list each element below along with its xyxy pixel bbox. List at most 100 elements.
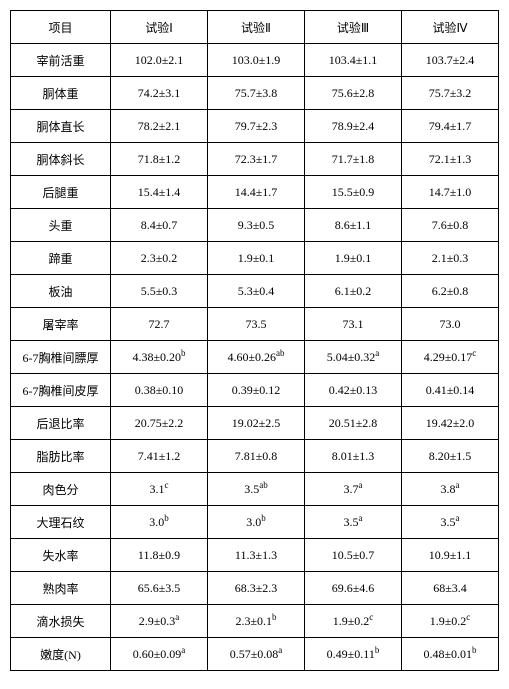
data-cell: 79.7±2.3	[208, 110, 305, 143]
row-label: 胴体直长	[11, 110, 111, 143]
data-cell: 3.8a	[402, 473, 499, 506]
data-cell: 7.41±1.2	[111, 440, 208, 473]
row-label: 屠宰率	[11, 308, 111, 341]
table-row: 屠宰率72.773.573.173.0	[11, 308, 499, 341]
table-row: 头重8.4±0.79.3±0.58.6±1.17.6±0.8	[11, 209, 499, 242]
table-row: 6-7胸椎间皮厚0.38±0.100.39±0.120.42±0.130.41±…	[11, 374, 499, 407]
data-cell: 72.3±1.7	[208, 143, 305, 176]
data-cell: 8.01±1.3	[305, 440, 402, 473]
data-cell: 75.6±2.8	[305, 77, 402, 110]
data-cell: 78.9±2.4	[305, 110, 402, 143]
table-row: 嫩度(N)0.60±0.09a0.57±0.08a0.49±0.11b0.48±…	[11, 638, 499, 671]
row-label: 6-7胸椎间膘厚	[11, 341, 111, 374]
data-cell: 79.4±1.7	[402, 110, 499, 143]
row-label: 后退比率	[11, 407, 111, 440]
data-cell: 6.1±0.2	[305, 275, 402, 308]
table-row: 后退比率20.75±2.219.02±2.520.51±2.819.42±2.0	[11, 407, 499, 440]
table-row: 大理石纹3.0b3.0b3.5a3.5a	[11, 506, 499, 539]
data-cell: 71.7±1.8	[305, 143, 402, 176]
header-row: 项目试验Ⅰ试验Ⅱ试验Ⅲ试验Ⅳ	[11, 11, 499, 44]
data-cell: 73.1	[305, 308, 402, 341]
data-cell: 2.3±0.1b	[208, 605, 305, 638]
column-header: 试验Ⅲ	[305, 11, 402, 44]
data-cell: 0.60±0.09a	[111, 638, 208, 671]
data-cell: 103.4±1.1	[305, 44, 402, 77]
data-cell: 7.6±0.8	[402, 209, 499, 242]
data-cell: 3.5ab	[208, 473, 305, 506]
row-label: 嫩度(N)	[11, 638, 111, 671]
data-cell: 72.7	[111, 308, 208, 341]
table-row: 板油5.5±0.35.3±0.46.1±0.26.2±0.8	[11, 275, 499, 308]
data-cell: 6.2±0.8	[402, 275, 499, 308]
data-cell: 0.39±0.12	[208, 374, 305, 407]
data-cell: 1.9±0.1	[305, 242, 402, 275]
data-cell: 8.6±1.1	[305, 209, 402, 242]
row-label: 熟肉率	[11, 572, 111, 605]
data-cell: 71.8±1.2	[111, 143, 208, 176]
column-header: 试验Ⅰ	[111, 11, 208, 44]
row-label: 胴体重	[11, 77, 111, 110]
data-cell: 10.5±0.7	[305, 539, 402, 572]
data-cell: 75.7±3.2	[402, 77, 499, 110]
table-row: 胴体直长78.2±2.179.7±2.378.9±2.479.4±1.7	[11, 110, 499, 143]
data-cell: 5.04±0.32a	[305, 341, 402, 374]
row-label: 后腿重	[11, 176, 111, 209]
data-cell: 2.3±0.2	[111, 242, 208, 275]
data-cell: 69.6±4.6	[305, 572, 402, 605]
data-cell: 103.7±2.4	[402, 44, 499, 77]
table-row: 熟肉率65.6±3.568.3±2.369.6±4.668±3.4	[11, 572, 499, 605]
table-row: 胴体斜长71.8±1.272.3±1.771.7±1.872.1±1.3	[11, 143, 499, 176]
data-cell: 1.9±0.2c	[402, 605, 499, 638]
data-cell: 72.1±1.3	[402, 143, 499, 176]
row-label: 失水率	[11, 539, 111, 572]
data-cell: 14.7±1.0	[402, 176, 499, 209]
data-cell: 103.0±1.9	[208, 44, 305, 77]
table-row: 蹄重2.3±0.21.9±0.11.9±0.12.1±0.3	[11, 242, 499, 275]
data-cell: 1.9±0.2c	[305, 605, 402, 638]
data-cell: 65.6±3.5	[111, 572, 208, 605]
data-cell: 8.20±1.5	[402, 440, 499, 473]
data-cell: 14.4±1.7	[208, 176, 305, 209]
data-cell: 2.1±0.3	[402, 242, 499, 275]
data-cell: 20.51±2.8	[305, 407, 402, 440]
data-cell: 0.49±0.11b	[305, 638, 402, 671]
row-label: 胴体斜长	[11, 143, 111, 176]
row-label: 脂肪比率	[11, 440, 111, 473]
data-cell: 0.57±0.08a	[208, 638, 305, 671]
data-cell: 4.60±0.26ab	[208, 341, 305, 374]
data-cell: 7.81±0.8	[208, 440, 305, 473]
data-cell: 2.9±0.3a	[111, 605, 208, 638]
table-header: 项目试验Ⅰ试验Ⅱ试验Ⅲ试验Ⅳ	[11, 11, 499, 44]
data-cell: 8.4±0.7	[111, 209, 208, 242]
data-cell: 1.9±0.1	[208, 242, 305, 275]
data-cell: 68.3±2.3	[208, 572, 305, 605]
row-label: 肉色分	[11, 473, 111, 506]
row-label: 蹄重	[11, 242, 111, 275]
data-cell: 4.29±0.17c	[402, 341, 499, 374]
row-label: 6-7胸椎间皮厚	[11, 374, 111, 407]
data-cell: 102.0±2.1	[111, 44, 208, 77]
table-row: 滴水损失2.9±0.3a2.3±0.1b1.9±0.2c1.9±0.2c	[11, 605, 499, 638]
data-table: 项目试验Ⅰ试验Ⅱ试验Ⅲ试验Ⅳ 宰前活重102.0±2.1103.0±1.9103…	[10, 10, 499, 671]
data-cell: 3.1c	[111, 473, 208, 506]
column-header: 项目	[11, 11, 111, 44]
data-cell: 3.0b	[208, 506, 305, 539]
table-row: 肉色分3.1c3.5ab3.7a3.8a	[11, 473, 499, 506]
data-cell: 74.2±3.1	[111, 77, 208, 110]
row-label: 宰前活重	[11, 44, 111, 77]
table-row: 脂肪比率7.41±1.27.81±0.88.01±1.38.20±1.5	[11, 440, 499, 473]
data-cell: 10.9±1.1	[402, 539, 499, 572]
data-cell: 73.0	[402, 308, 499, 341]
data-cell: 75.7±3.8	[208, 77, 305, 110]
table-row: 6-7胸椎间膘厚4.38±0.20b4.60±0.26ab5.04±0.32a4…	[11, 341, 499, 374]
data-cell: 3.7a	[305, 473, 402, 506]
table-row: 失水率11.8±0.911.3±1.310.5±0.710.9±1.1	[11, 539, 499, 572]
data-cell: 0.42±0.13	[305, 374, 402, 407]
table-row: 宰前活重102.0±2.1103.0±1.9103.4±1.1103.7±2.4	[11, 44, 499, 77]
data-cell: 0.41±0.14	[402, 374, 499, 407]
data-cell: 78.2±2.1	[111, 110, 208, 143]
data-cell: 73.5	[208, 308, 305, 341]
data-cell: 5.5±0.3	[111, 275, 208, 308]
data-cell: 15.5±0.9	[305, 176, 402, 209]
data-cell: 19.42±2.0	[402, 407, 499, 440]
